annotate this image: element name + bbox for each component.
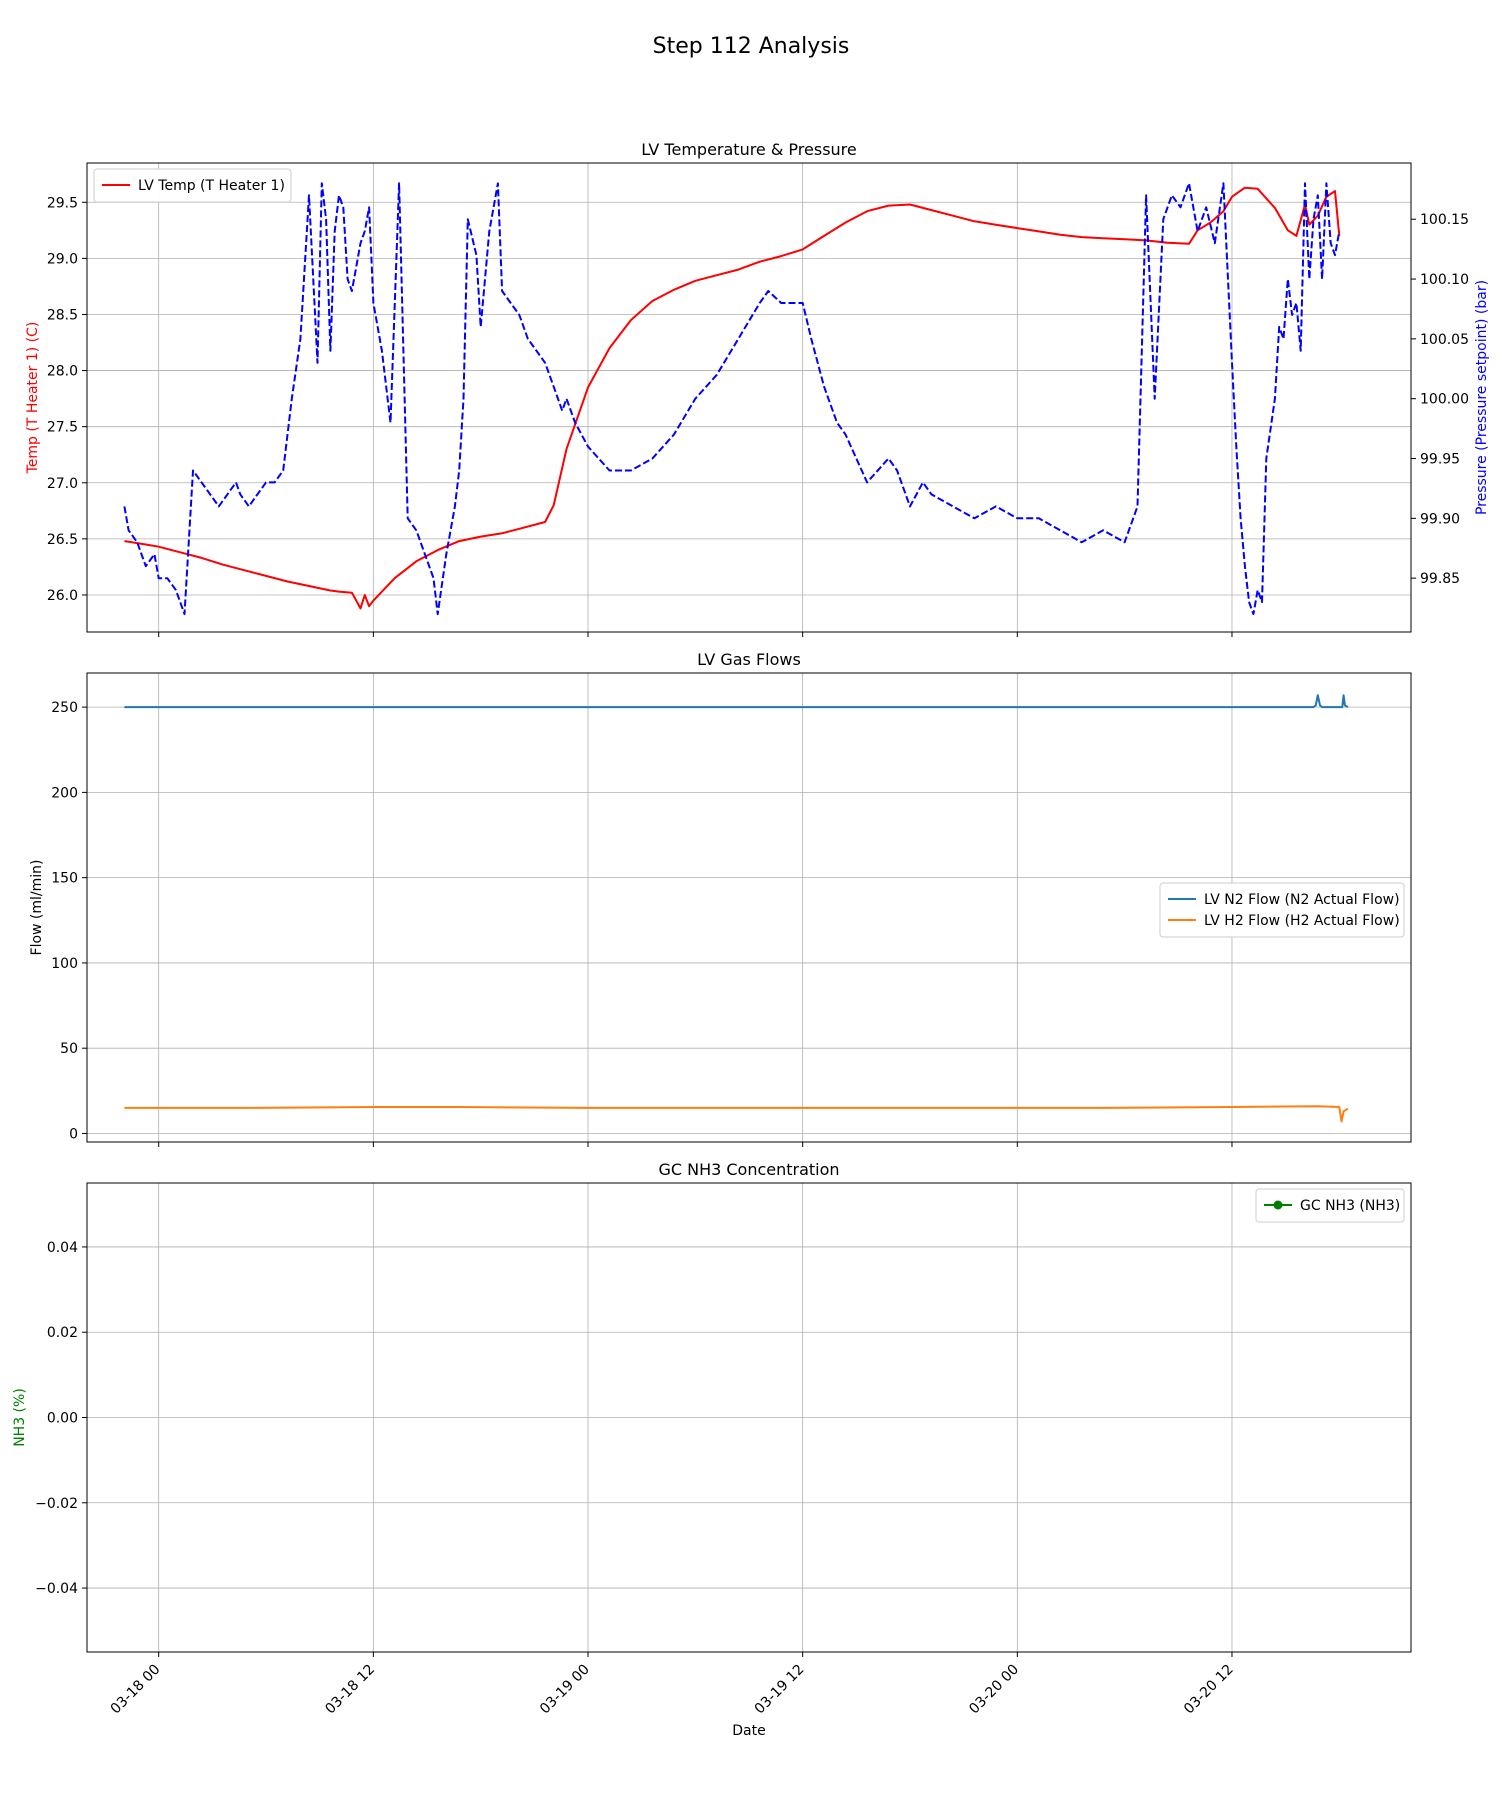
y-tick-label: 250 xyxy=(51,700,78,716)
series-line-pressure xyxy=(123,182,1341,616)
y-right-tick-label: 99.90 xyxy=(1420,511,1460,527)
x-axis-label: Date xyxy=(732,1723,765,1739)
y-right-axis-label: Pressure (Pressure setpoint) (bar) xyxy=(1474,280,1490,515)
y-tick-label: 0.00 xyxy=(47,1411,78,1427)
legend-marker xyxy=(1273,1200,1283,1210)
y-tick-label: 29.5 xyxy=(47,195,78,211)
series-line-lv-temp-t-heater-1- xyxy=(124,186,1341,610)
y-tick-label: 27.0 xyxy=(47,476,78,492)
series-line-lv-h2-flow-h2-actual-flow- xyxy=(124,1105,1349,1123)
y-right-tick-label: 99.85 xyxy=(1420,571,1460,587)
plot-frame xyxy=(86,162,1412,633)
y-tick-label: 27.5 xyxy=(47,420,78,436)
panel-2-title: LV Gas Flows xyxy=(697,650,801,669)
panel-3-title: GC NH3 Concentration xyxy=(658,1160,839,1179)
figure-title: Step 112 Analysis xyxy=(653,34,850,59)
y-right-tick-label: 100.00 xyxy=(1420,392,1469,408)
y-tick-label: 100 xyxy=(51,956,78,972)
y-tick-label: 26.5 xyxy=(47,532,78,548)
y-axis-label: Flow (ml/min) xyxy=(29,860,45,956)
y-axis-label: NH3 (%) xyxy=(12,1388,28,1447)
y-tick-label: 28.5 xyxy=(47,307,78,323)
y-tick-label: 200 xyxy=(51,785,78,801)
panel-1: LV Temperature & Pressure 26.0 26.5 27.0 27.… xyxy=(25,140,1490,637)
plot-frame xyxy=(86,1182,1412,1653)
y-right-tick-label: 100.10 xyxy=(1420,272,1469,288)
y-tick-label: −0.04 xyxy=(35,1581,78,1597)
y-right-tick-label: 100.15 xyxy=(1420,212,1469,228)
legend-entry: LV N2 Flow (N2 Actual Flow) xyxy=(1204,892,1400,908)
legend: GC NH3 (NH3) xyxy=(1255,1188,1405,1223)
y-tick-label: 50 xyxy=(60,1041,78,1057)
y-tick-label: 29.0 xyxy=(47,251,78,267)
plot-frame xyxy=(86,672,1412,1143)
y-tick-label: −0.02 xyxy=(35,1496,78,1512)
y-tick-label: 0.02 xyxy=(47,1325,78,1341)
panel-2: LV Gas Flows 0 50 100 150 200 250 Flow (ml/min)… xyxy=(29,650,1412,1147)
y-right-tick-label: 99.95 xyxy=(1420,452,1460,468)
y-tick-label: 0 xyxy=(69,1126,78,1142)
y-tick-label: 150 xyxy=(51,871,78,887)
y-axis-label: Temp (T Heater 1) (C) xyxy=(25,322,41,475)
legend: LV Temp (T Heater 1) xyxy=(93,168,292,203)
panel-1-title: LV Temperature & Pressure xyxy=(641,140,857,159)
y-tick-label: 28.0 xyxy=(47,364,78,380)
y-tick-label: 0.04 xyxy=(47,1240,78,1256)
legend-entry: LV H2 Flow (H2 Actual Flow) xyxy=(1204,913,1400,929)
y-tick-label: 26.0 xyxy=(47,588,78,604)
legend-entry: LV Temp (T Heater 1) xyxy=(138,178,285,194)
y-right-tick-label: 100.05 xyxy=(1420,332,1469,348)
series-line-lv-n2-flow-n2-actual-flow- xyxy=(124,694,1349,709)
legend-entry: GC NH3 (NH3) xyxy=(1300,1198,1400,1214)
legend: LV N2 Flow (N2 Actual Flow) LV H2 Flow (H… xyxy=(1159,882,1405,938)
